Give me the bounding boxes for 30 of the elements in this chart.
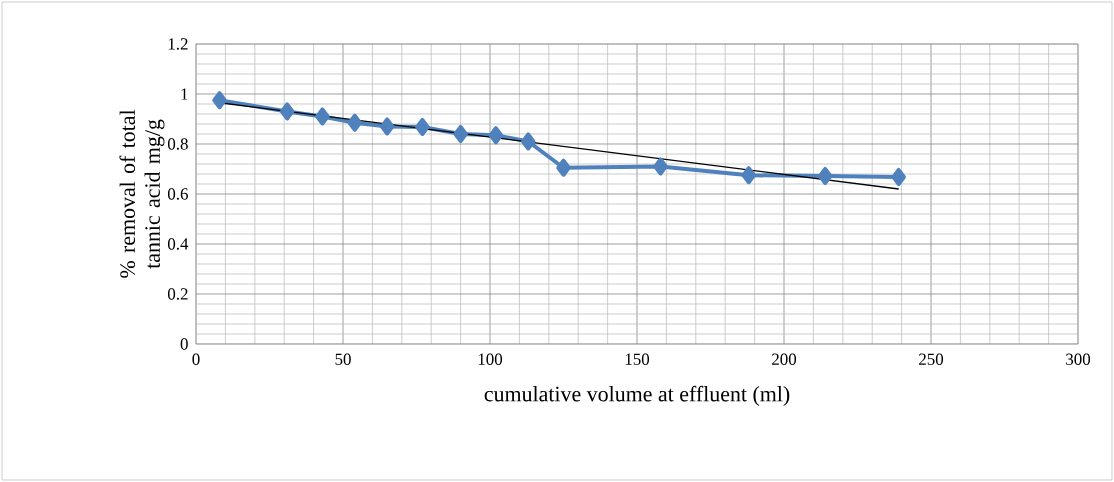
point bbox=[891, 167, 906, 186]
point bbox=[379, 117, 395, 136]
y-tick-label: 0.8 bbox=[167, 138, 188, 150]
point bbox=[556, 158, 571, 177]
y-tick-label: 1.2 bbox=[168, 38, 188, 50]
point bbox=[212, 91, 227, 110]
point bbox=[279, 102, 295, 121]
point bbox=[453, 124, 468, 143]
y-tick-label: 1 bbox=[181, 88, 188, 100]
x-tick-label: 150 bbox=[625, 353, 650, 365]
point bbox=[315, 107, 330, 126]
x-axis-title: cumulative volume at effluent (ml) bbox=[484, 385, 790, 406]
x-tick-label: 0 bbox=[192, 353, 200, 365]
x-tick-label: 50 bbox=[335, 353, 351, 365]
point bbox=[488, 126, 504, 145]
point bbox=[741, 166, 756, 185]
y-tick-label: 0.2 bbox=[167, 288, 188, 300]
y-tick-label: 0.6 bbox=[167, 188, 188, 200]
y-tick-label: 0 bbox=[180, 338, 188, 350]
point bbox=[415, 117, 430, 136]
point bbox=[817, 166, 833, 185]
point bbox=[653, 157, 668, 176]
point bbox=[520, 132, 536, 151]
y-tick-label: 0.4 bbox=[167, 238, 189, 250]
point bbox=[347, 113, 363, 132]
x-tick-label: 100 bbox=[478, 353, 503, 365]
x-tick-label: 300 bbox=[1066, 353, 1091, 365]
x-tick-label: 250 bbox=[919, 353, 944, 365]
y-axis-title: % removal of total tannic acid mg/g bbox=[119, 109, 165, 278]
x-tick-label: 200 bbox=[772, 353, 797, 365]
